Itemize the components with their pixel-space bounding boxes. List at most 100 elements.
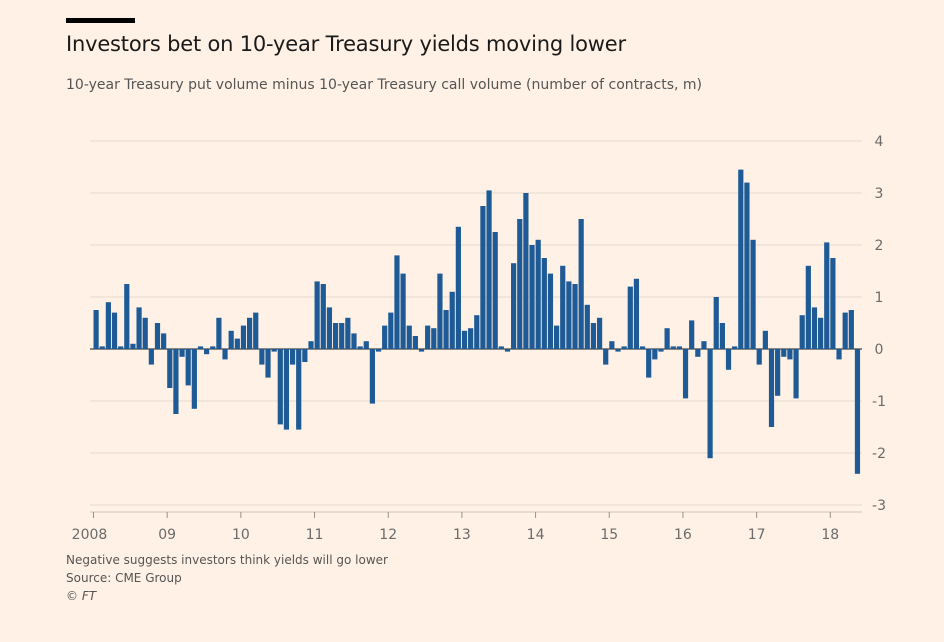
bar [339,323,345,349]
x-tick-label: 17 [748,527,766,543]
bar [750,239,756,349]
bar [388,312,394,349]
x-tick-label: 13 [453,527,471,543]
bar [185,349,191,386]
bar [689,320,695,349]
bar [486,190,492,349]
x-tick-label: 12 [379,527,397,543]
bar [842,312,848,349]
bar [351,333,357,349]
bar [474,315,480,349]
bar [836,349,842,360]
bar [277,349,283,425]
bar [167,349,173,388]
bar [627,286,633,349]
bar [615,349,621,352]
header-accent-bar [66,18,135,23]
bar [357,346,363,349]
y-tick-label: -2 [872,446,886,462]
bar [455,226,461,349]
bar [326,307,333,349]
chart-subtitle: 10-year Treasury put volume minus 10-yea… [66,77,702,93]
bar [664,328,670,349]
bar [461,330,468,349]
bar [560,265,566,349]
bar [259,349,265,365]
bar [744,182,750,349]
y-tick-label: 0 [875,342,884,358]
bar [283,349,290,430]
bar [136,307,142,349]
bar [682,349,689,399]
bar [609,341,615,349]
bar [154,323,161,349]
bar [633,278,640,349]
bar [590,323,597,349]
chart-title: Investors bet on 10-year Treasury yields… [66,32,626,56]
bar [425,325,431,349]
bar [719,323,725,349]
bar [830,258,836,349]
bar [240,325,247,349]
bar [480,206,486,349]
bar [799,315,805,349]
bar [363,341,369,349]
bar [332,323,339,349]
bar [124,284,130,349]
bar [603,349,609,365]
bar [394,255,400,349]
bar [848,310,854,349]
bar [265,349,271,378]
bar [320,284,326,349]
y-tick-label: 2 [875,238,884,254]
bar [504,349,511,352]
bar [314,281,320,349]
bar [375,349,382,352]
bar [811,307,818,349]
bar [468,328,474,349]
bar [517,219,523,349]
bar [216,317,222,349]
bar [511,263,517,349]
bar [768,349,775,427]
bar [99,346,105,349]
bar [701,341,707,349]
bar [529,245,535,349]
bar [523,193,529,349]
bar [296,349,302,430]
y-tick-label: 3 [875,186,884,202]
bar [369,349,375,404]
copyright-note: © FT [66,589,97,603]
bar [412,336,418,349]
bar [639,346,646,349]
x-tick-label: 10 [232,527,250,543]
bar [308,341,314,349]
bar [652,349,658,360]
bar [93,310,99,349]
bar [400,273,406,349]
bar [418,349,425,352]
x-tick-label: 18 [821,527,839,543]
bar [289,349,296,365]
bar [756,349,762,365]
footnote: Negative suggests investors think yields… [66,553,388,567]
bar [148,349,154,365]
bar [775,349,781,396]
bar [793,349,799,399]
bar [406,325,412,349]
bar [210,346,216,349]
bar [805,265,811,349]
bar [738,169,744,349]
bar [578,219,584,349]
bar [732,346,738,349]
bar [247,317,253,349]
bar [725,349,732,370]
bars [93,169,861,474]
bar [197,346,204,349]
bar [621,346,627,349]
bar [173,349,179,414]
bar [596,317,603,349]
y-tick-label: -1 [872,394,886,410]
bar [443,310,449,349]
